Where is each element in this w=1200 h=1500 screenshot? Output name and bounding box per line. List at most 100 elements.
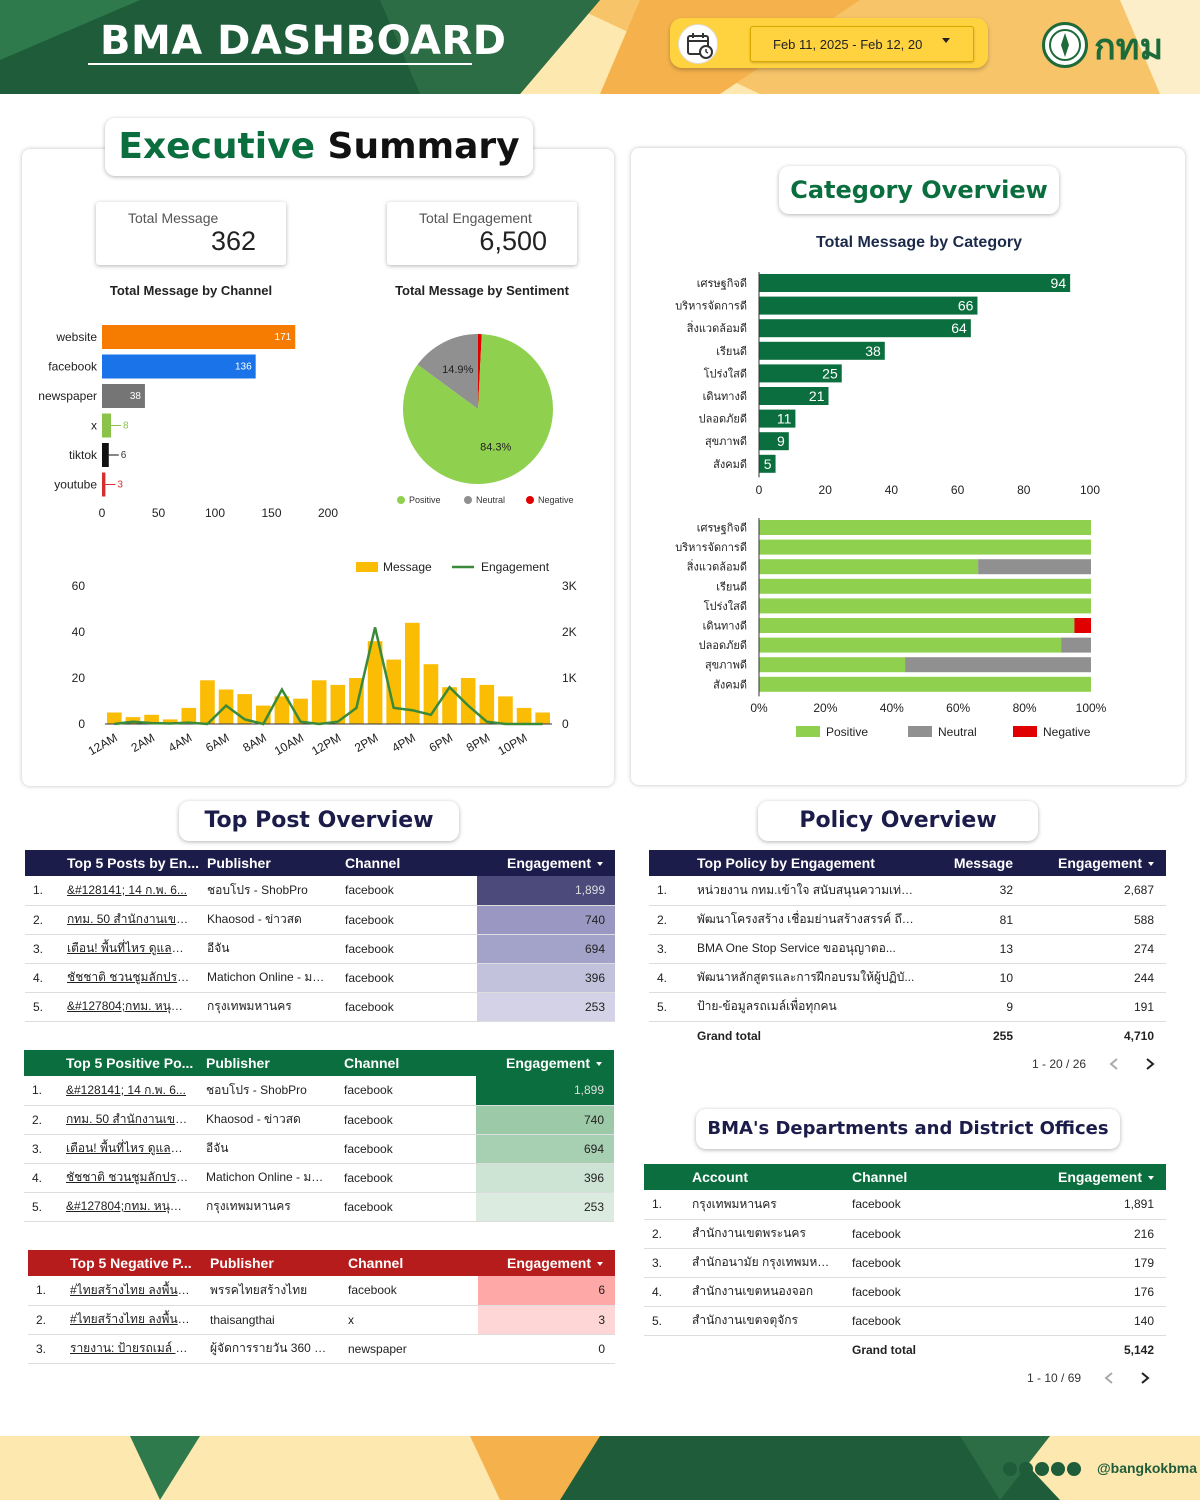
table-row[interactable]: 1. &#128141; 14 ก.พ. 6... ชอบโปร - ShobPro… — [24, 1076, 614, 1106]
column-header-engagement[interactable]: Engagement — [984, 1164, 1166, 1190]
column-header-post[interactable]: Top 5 Positive Po... — [66, 1055, 194, 1071]
bar[interactable] — [107, 712, 122, 725]
post-link[interactable]: &#127804;กทม. หนุนใ... — [59, 992, 199, 1022]
chevron-right-icon[interactable] — [1139, 1371, 1151, 1385]
calendar-clock-icon[interactable] — [678, 24, 718, 64]
stacked-bar-segment[interactable] — [759, 637, 1062, 653]
bar[interactable] — [102, 472, 106, 497]
category-sentiment-stacked-chart[interactable]: เศรษฐกิจดีบริหารจัดการดีสิ่งแวดล้อมดีเรี… — [640, 514, 1120, 744]
column-header-publisher[interactable]: Publisher — [206, 1055, 270, 1071]
column-header-account[interactable]: Account — [692, 1169, 748, 1185]
table-row[interactable]: 3. เตือน! พื้นที่ไหร ดูแลตัว ผู้ว่... อีจั… — [25, 934, 615, 964]
bar[interactable] — [460, 678, 476, 724]
bar[interactable] — [759, 454, 776, 473]
post-link[interactable]: เตือน! พื้นที่ไหร ดูแลตัว ผู้ว่... — [58, 1134, 198, 1164]
bar[interactable] — [330, 684, 346, 724]
post-link[interactable]: กทม. 50 สำนักงานเขต พ... — [58, 1105, 198, 1135]
table-row[interactable]: 4.ชัชชาติ ชวนชูมลักประวัติศ...Matichon O… — [25, 963, 615, 993]
sort-desc-icon[interactable] — [1148, 862, 1154, 867]
bar[interactable] — [274, 696, 290, 724]
post-link[interactable]: &#128141; 14 ก.พ. 6... — [58, 1076, 198, 1106]
table-row[interactable]: 3. เตือน! พื้นที่ไหร ดูแลตัว ผู้ว่... อีจั… — [24, 1134, 614, 1164]
stacked-bar-segment[interactable] — [759, 676, 1091, 692]
bar[interactable] — [479, 684, 495, 724]
table-row[interactable]: 2. #ไทยสร้างไทย ลงพื้นที่ #... thaisangtha… — [28, 1305, 615, 1335]
column-header-engagement[interactable]: Engagement — [477, 850, 615, 876]
instagram-icon[interactable] — [1035, 1462, 1049, 1476]
bar[interactable] — [498, 696, 513, 724]
bar[interactable] — [442, 687, 457, 724]
column-header-channel[interactable]: Channel — [345, 855, 401, 871]
x-icon[interactable] — [1003, 1462, 1017, 1476]
table-row[interactable]: 4.ชัชชาติ ชวนชูมลักประวัติศ...Matichon O… — [24, 1163, 614, 1193]
stacked-bar-segment[interactable] — [1061, 637, 1091, 653]
chevron-left-icon[interactable] — [1108, 1057, 1120, 1071]
pie-slice[interactable] — [403, 334, 553, 484]
bar[interactable] — [162, 719, 178, 724]
column-header-channel[interactable]: Channel — [852, 1169, 908, 1185]
hourly-combo-chart[interactable]: Message Engagement 0 20 40 60 0 1K 2K 3K 12AM 2AM 4A… — [60, 555, 590, 765]
bar[interactable] — [759, 387, 829, 405]
post-link[interactable]: ชัชชาติ ชวนชูมลักประวัติศ... — [59, 963, 199, 993]
column-header-engagement[interactable]: Engagement — [1021, 850, 1166, 876]
chevron-left-icon[interactable] — [1103, 1371, 1115, 1385]
bar[interactable] — [102, 413, 112, 438]
post-link[interactable]: &#128141; 14 ก.พ. 6... — [59, 876, 199, 906]
bar[interactable] — [311, 680, 327, 724]
stacked-bar-segment[interactable] — [759, 520, 1091, 535]
stacked-bar-segment[interactable] — [1074, 618, 1091, 633]
bar[interactable] — [535, 712, 550, 725]
post-link[interactable]: กทม. 50 สำนักงานเขต พ... — [59, 905, 199, 935]
stacked-bar-segment[interactable] — [759, 618, 1075, 633]
stacked-bar-segment[interactable] — [978, 559, 1091, 575]
stacked-bar-segment[interactable] — [905, 657, 1091, 673]
table-row[interactable]: 4. สำนักงานเขตหนองจอก facebook 176 — [644, 1277, 1166, 1307]
stacked-bar-segment[interactable] — [759, 539, 1091, 555]
column-header-engagement[interactable]: Engagement — [478, 1250, 615, 1276]
post-link[interactable]: #ไทยสร้างไทย ลงพื้นที่ #... — [62, 1276, 202, 1306]
sort-desc-icon[interactable] — [597, 1262, 603, 1267]
bar[interactable] — [759, 296, 978, 315]
post-link[interactable]: &#127804;กทม. หนุนใ... — [58, 1192, 198, 1222]
bar[interactable] — [759, 319, 971, 338]
bar[interactable] — [102, 443, 109, 467]
bar[interactable] — [516, 707, 532, 724]
bar[interactable] — [759, 364, 842, 383]
bar[interactable] — [759, 274, 1071, 292]
bar[interactable] — [759, 409, 796, 428]
sort-desc-icon[interactable] — [596, 1062, 602, 1067]
table-row[interactable]: 2. สำนักงานเขตพระนคร facebook 216 — [644, 1219, 1166, 1249]
column-header-channel[interactable]: Channel — [344, 1055, 400, 1071]
column-header-channel[interactable]: Channel — [348, 1255, 404, 1271]
channel-bar-chart[interactable]: website 171 facebook 136 newspaper 38 x 8 tiktok… — [30, 315, 350, 525]
column-header-post[interactable]: Top 5 Negative P... — [70, 1255, 192, 1271]
post-link[interactable]: เตือน! พื้นที่ไหร ดูแลตัว ผู้ว่... — [59, 934, 199, 964]
bar[interactable] — [386, 659, 401, 724]
column-header-policy[interactable]: Top Policy by Engagement — [697, 855, 875, 871]
table-row[interactable]: 5. &#127804;กทม. หนุนใ... กรุงเทพมหานคร fac… — [24, 1192, 614, 1222]
table-row[interactable]: 5. ป้าย-ข้อมูลรถเมล์เพื่อทุกคน 9 191 — [649, 992, 1166, 1022]
bar[interactable] — [759, 432, 789, 451]
stacked-bar-segment[interactable] — [759, 598, 1091, 614]
pie-slice[interactable] — [478, 334, 482, 409]
bar[interactable] — [200, 680, 215, 724]
date-range-picker[interactable]: Feb 11, 2025 - Feb 12, 20 — [750, 26, 974, 62]
stacked-bar-segment[interactable] — [759, 578, 1091, 594]
table-row[interactable]: 2. พัฒนาโครงสร้าง เชื่อมย่านสร้างสรรค์ ถึ… — [649, 905, 1166, 935]
column-header-publisher[interactable]: Publisher — [207, 855, 271, 871]
post-link[interactable]: รายงาน: ป้ายรถเมล์ 3 ผู้ว่... — [62, 1334, 202, 1364]
bar[interactable] — [181, 707, 197, 724]
sort-desc-icon[interactable] — [1148, 1176, 1154, 1181]
pie-slice[interactable] — [417, 334, 478, 409]
post-link[interactable]: #ไทยสร้างไทย ลงพื้นที่ #... — [62, 1305, 202, 1335]
facebook-icon[interactable] — [1019, 1462, 1033, 1476]
bar[interactable] — [759, 341, 885, 360]
bar[interactable] — [102, 354, 256, 379]
table-row[interactable]: 4. พัฒนาหลักสูตรและการฝึกอบรมให้ผู้ปฏิบั.… — [649, 963, 1166, 993]
table-row[interactable]: 1. หน่วยงาน กทม.เข้าใจ สนับสนุนความเท่า..… — [649, 876, 1166, 906]
series-line[interactable] — [114, 627, 543, 726]
column-header-publisher[interactable]: Publisher — [210, 1255, 274, 1271]
column-header-message[interactable]: Message — [953, 855, 1013, 871]
sort-desc-icon[interactable] — [597, 862, 603, 867]
table-row[interactable]: 5. สำนักงานเขตจตุจักร facebook 140 — [644, 1306, 1166, 1336]
